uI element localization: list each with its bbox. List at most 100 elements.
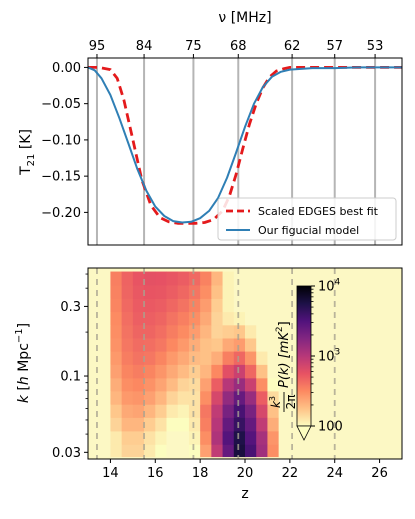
heatmap-cell bbox=[132, 324, 145, 339]
legend-box bbox=[217, 197, 397, 241]
heatmap-cell bbox=[357, 417, 380, 432]
heatmap-cell bbox=[200, 431, 212, 445]
heatmap-cell bbox=[166, 390, 179, 405]
heatmap-cell bbox=[267, 338, 280, 352]
heatmap-cell bbox=[289, 431, 302, 445]
heatmap-cell bbox=[334, 324, 358, 339]
heatmap-cell bbox=[278, 377, 291, 392]
heatmap-cell bbox=[121, 431, 134, 445]
heatmap-cell bbox=[166, 364, 179, 379]
heatmap-cell bbox=[99, 338, 111, 352]
heatmap-cell bbox=[99, 285, 111, 299]
heatmap-cell bbox=[144, 431, 156, 445]
heatmap-cell bbox=[245, 311, 257, 326]
heatmap-cell bbox=[99, 298, 111, 313]
heatmap-cell bbox=[289, 404, 302, 418]
heatmap-cell bbox=[357, 377, 380, 392]
heatmap-cell bbox=[267, 271, 280, 286]
heatmap-cell bbox=[211, 324, 223, 339]
heatmap-cell bbox=[233, 390, 246, 405]
heatmap-cell bbox=[233, 338, 246, 352]
heatmap-cell bbox=[132, 285, 145, 299]
heatmap-cell bbox=[379, 444, 402, 458]
heatmap-cell bbox=[88, 377, 100, 392]
heatmap-cell bbox=[233, 404, 246, 418]
heatmap-cell bbox=[267, 390, 280, 405]
heatmap-cell bbox=[177, 351, 190, 365]
heatmap-cell bbox=[155, 444, 167, 458]
bottom-x-tick-label: 16 bbox=[147, 466, 164, 481]
heatmap-cell bbox=[289, 417, 302, 432]
heatmap-cell bbox=[256, 298, 268, 313]
frequency-tick-label: 62 bbox=[284, 39, 301, 54]
heatmap-cell bbox=[166, 444, 179, 458]
heatmap-cell bbox=[99, 444, 111, 458]
heatmap-cell bbox=[132, 404, 145, 418]
heatmap-cell bbox=[379, 338, 402, 352]
heatmap-cell bbox=[379, 271, 402, 286]
heatmap-cell bbox=[222, 271, 235, 286]
heatmap-cell bbox=[278, 338, 291, 352]
top-y-tick-label: 0.00 bbox=[52, 61, 81, 76]
bottom-y-axis-label: k [h Mpc−1] bbox=[14, 323, 32, 403]
heatmap-cell bbox=[155, 285, 167, 299]
series-line-1 bbox=[88, 66, 402, 224]
heatmap-cell bbox=[110, 324, 123, 339]
heatmap-cell bbox=[132, 338, 145, 352]
frequency-tick-label: 84 bbox=[136, 39, 153, 54]
heatmap-cell bbox=[188, 444, 201, 458]
frequency-tick-label: 53 bbox=[367, 39, 384, 54]
heatmap-cell bbox=[155, 324, 167, 339]
heatmap-cell bbox=[357, 404, 380, 418]
heatmap-cell bbox=[334, 444, 358, 458]
heatmap-cell bbox=[245, 417, 257, 432]
heatmap-cell bbox=[132, 351, 145, 365]
heatmap-cell bbox=[334, 285, 358, 299]
heatmap-cell bbox=[256, 324, 268, 339]
heatmap-cell bbox=[357, 338, 380, 352]
heatmap-cell bbox=[301, 271, 313, 286]
heatmap-cell bbox=[88, 431, 100, 445]
heatmap-cell bbox=[155, 431, 167, 445]
heatmap-cell bbox=[121, 271, 134, 286]
heatmap-cell bbox=[233, 444, 246, 458]
legend-label-edges: Scaled EDGES best fit bbox=[258, 205, 379, 218]
heatmap-cell bbox=[222, 285, 235, 299]
heatmap-cell bbox=[166, 298, 179, 313]
heatmap-cell bbox=[256, 271, 268, 286]
heatmap-cell bbox=[357, 431, 380, 445]
heatmap-cell bbox=[379, 324, 402, 339]
heatmap-cell bbox=[211, 285, 223, 299]
bottom-x-tick-label: 18 bbox=[192, 466, 209, 481]
heatmap-cell bbox=[278, 298, 291, 313]
heatmap-cell bbox=[200, 444, 212, 458]
heatmap-cell bbox=[312, 390, 336, 405]
heatmap-cell bbox=[200, 390, 212, 405]
heatmap-cell bbox=[222, 404, 235, 418]
bottom-x-axis-label: z bbox=[241, 486, 248, 502]
heatmap-cell bbox=[188, 431, 201, 445]
heatmap-cell bbox=[357, 364, 380, 379]
heatmap-cell bbox=[121, 417, 134, 432]
heatmap-cell bbox=[166, 377, 179, 392]
heatmap-cell bbox=[256, 351, 268, 365]
heatmap-cell bbox=[155, 364, 167, 379]
heatmap-cell bbox=[166, 404, 179, 418]
heatmap-cell bbox=[155, 271, 167, 286]
heatmap-cell bbox=[211, 364, 223, 379]
heatmap-cell bbox=[200, 298, 212, 313]
heatmap-cell bbox=[177, 271, 190, 286]
heatmap-cell bbox=[110, 377, 123, 392]
heatmap-cell bbox=[334, 417, 358, 432]
heatmap-cell bbox=[99, 377, 111, 392]
heatmap-cell bbox=[334, 311, 358, 326]
heatmap-cell bbox=[166, 338, 179, 352]
heatmap-cell bbox=[121, 324, 134, 339]
heatmap-cell bbox=[278, 417, 291, 432]
heatmap-cell bbox=[222, 351, 235, 365]
heatmap-cell bbox=[267, 364, 280, 379]
heatmap-cell bbox=[211, 444, 223, 458]
heatmap-cell bbox=[144, 285, 156, 299]
heatmap-cell bbox=[278, 364, 291, 379]
heatmap-cell bbox=[267, 431, 280, 445]
